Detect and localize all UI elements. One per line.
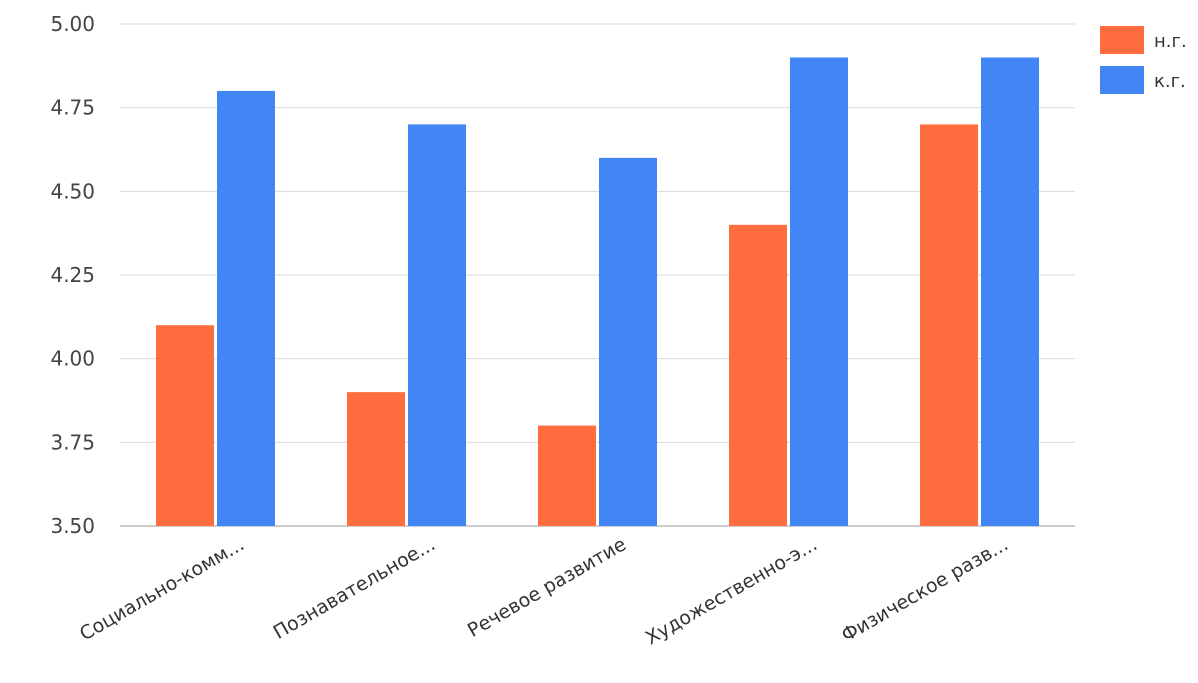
x-category-label: Социально-комм... bbox=[76, 533, 248, 645]
legend: н.г. к.г. bbox=[1100, 26, 1187, 94]
y-tick-label: 4.75 bbox=[50, 96, 95, 120]
y-tick-label: 4.00 bbox=[50, 347, 95, 371]
bar-layer bbox=[156, 57, 1039, 527]
bar-ng-2[interactable] bbox=[347, 392, 405, 526]
x-category-label: Речевое развитие bbox=[464, 533, 630, 642]
y-tick-label: 4.50 bbox=[50, 179, 95, 203]
y-tick-label: 5.00 bbox=[50, 12, 95, 36]
bar-kg-5[interactable] bbox=[981, 57, 1039, 526]
x-category-label: Художественно-э... bbox=[642, 533, 821, 649]
bar-ng-1[interactable] bbox=[156, 325, 214, 526]
x-axis-labels: Социально-комм... Познавательное... Речево… bbox=[76, 533, 1012, 649]
y-tick-label: 4.25 bbox=[50, 263, 95, 287]
legend-label: к.г. bbox=[1154, 71, 1186, 92]
bar-ng-4[interactable] bbox=[729, 224, 787, 527]
legend-label: н.г. bbox=[1154, 31, 1187, 52]
legend-swatch bbox=[1100, 26, 1144, 54]
y-tick-label: 3.75 bbox=[50, 430, 95, 454]
bar-kg-2[interactable] bbox=[408, 124, 466, 527]
bar-ng-5[interactable] bbox=[920, 124, 978, 527]
grid-layer bbox=[120, 23, 1075, 527]
y-tick-label: 3.50 bbox=[50, 514, 95, 538]
bar-kg-1[interactable] bbox=[217, 90, 275, 526]
y-axis-ticks: 3.50 3.75 4.00 4.25 4.50 4.75 5.00 bbox=[50, 12, 95, 538]
bar-kg-3[interactable] bbox=[599, 157, 657, 526]
bar-kg-4[interactable] bbox=[790, 57, 848, 526]
legend-swatch bbox=[1100, 66, 1144, 94]
x-category-label: Познавательное... bbox=[270, 533, 439, 643]
x-category-label: Физическое разв... bbox=[838, 533, 1012, 646]
bar-ng-3[interactable] bbox=[538, 425, 596, 526]
